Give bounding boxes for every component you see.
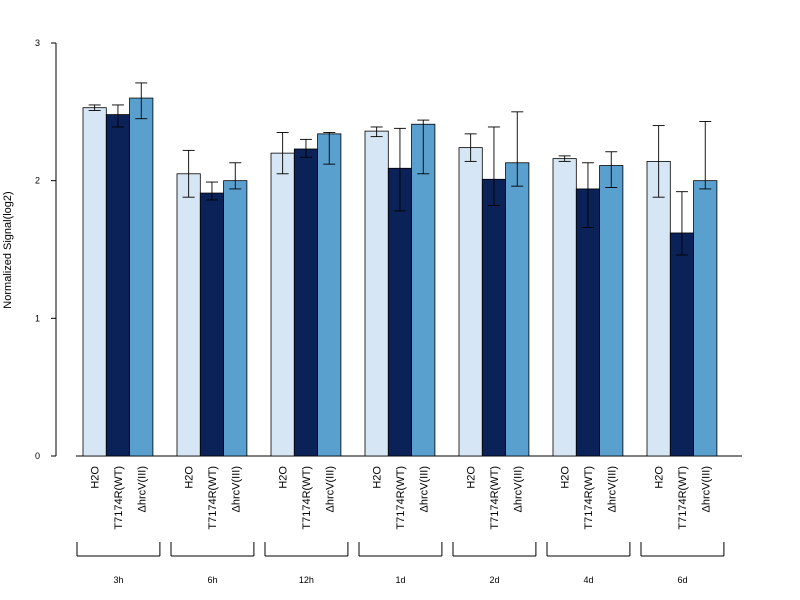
group-bracket [640, 542, 725, 557]
bar [458, 147, 483, 457]
y-tick-label: 2 [35, 176, 40, 186]
error-bar [299, 138, 312, 158]
error-bar [558, 155, 571, 162]
category-label: ΔhrcV(III) [136, 466, 148, 512]
error-bar [88, 104, 101, 111]
group-bracket [76, 542, 161, 557]
bar [223, 180, 248, 457]
error-bar [581, 162, 594, 228]
category-label: T7174R(WT) [583, 466, 595, 530]
error-bar [205, 181, 218, 201]
y-tick-label: 1 [35, 313, 40, 323]
category-label: T7174R(WT) [395, 466, 407, 530]
group-label: 6h [207, 575, 217, 585]
group-label: 2d [489, 575, 499, 585]
category-label: T7174R(WT) [301, 466, 313, 530]
error-bar [675, 191, 688, 256]
category-label: H2O [654, 466, 666, 489]
y-axis-label: Normalized Signal(log2) [2, 191, 14, 308]
error-bar [393, 127, 406, 212]
bar [693, 180, 718, 457]
category-label: H2O [372, 466, 384, 489]
bar [505, 162, 530, 457]
group-label: 12h [299, 575, 314, 585]
category-label: H2O [90, 466, 102, 489]
error-bar [605, 151, 618, 189]
group-bracket [264, 542, 349, 557]
group-label: 1d [395, 575, 405, 585]
category-label: H2O [184, 466, 196, 489]
bar [270, 152, 295, 457]
bar [552, 158, 577, 457]
group-label: 3h [113, 575, 123, 585]
bar [387, 167, 412, 457]
error-bar [699, 121, 712, 190]
bar [105, 114, 131, 457]
category-label: ΔhrcV(III) [324, 466, 336, 512]
error-bar [417, 119, 430, 175]
error-bar [370, 126, 383, 138]
group-bracket [546, 542, 631, 557]
error-bar [464, 133, 477, 162]
error-bar [511, 111, 524, 187]
error-bars [88, 82, 712, 256]
group-label: 6d [677, 575, 687, 585]
error-bar [135, 82, 148, 120]
error-bar [229, 162, 242, 190]
bar [317, 133, 342, 457]
category-label: H2O [560, 466, 572, 489]
error-bar [652, 125, 665, 198]
category-labels: H2O T7174R(WT) ΔhrcV(III) 3h H2O T7174R(WT) Δh… [76, 466, 725, 585]
y-tick-label: 3 [35, 38, 40, 48]
category-label: H2O [278, 466, 290, 489]
category-label: ΔhrcV(III) [512, 466, 524, 512]
category-label: ΔhrcV(III) [418, 466, 430, 512]
group-bracket [170, 542, 255, 557]
bar [129, 97, 154, 457]
bar [646, 160, 671, 457]
error-bar [276, 132, 289, 175]
error-bar [323, 132, 336, 165]
bar [599, 165, 624, 457]
category-label: ΔhrcV(III) [230, 466, 242, 512]
bar [293, 148, 318, 457]
category-label: H2O [466, 466, 478, 489]
y-tick-label: 0 [35, 451, 40, 461]
category-label: T7174R(WT) [489, 466, 501, 530]
category-label: T7174R(WT) [677, 466, 689, 530]
group-bracket [452, 542, 537, 557]
error-bar [487, 126, 500, 206]
group-label: 4d [583, 575, 593, 585]
bar [481, 178, 506, 457]
group-bracket [358, 542, 443, 557]
category-label: T7174R(WT) [207, 466, 219, 530]
error-bar [182, 149, 195, 198]
error-bar [111, 104, 124, 128]
bar [669, 232, 694, 457]
bar [82, 107, 107, 457]
bar [176, 173, 201, 457]
bars [82, 97, 718, 457]
bar [575, 188, 600, 457]
bar [199, 192, 225, 457]
category-label: ΔhrcV(III) [700, 466, 712, 512]
bar [364, 130, 389, 457]
category-label: ΔhrcV(III) [606, 466, 618, 512]
category-label: T7174R(WT) [113, 466, 125, 530]
